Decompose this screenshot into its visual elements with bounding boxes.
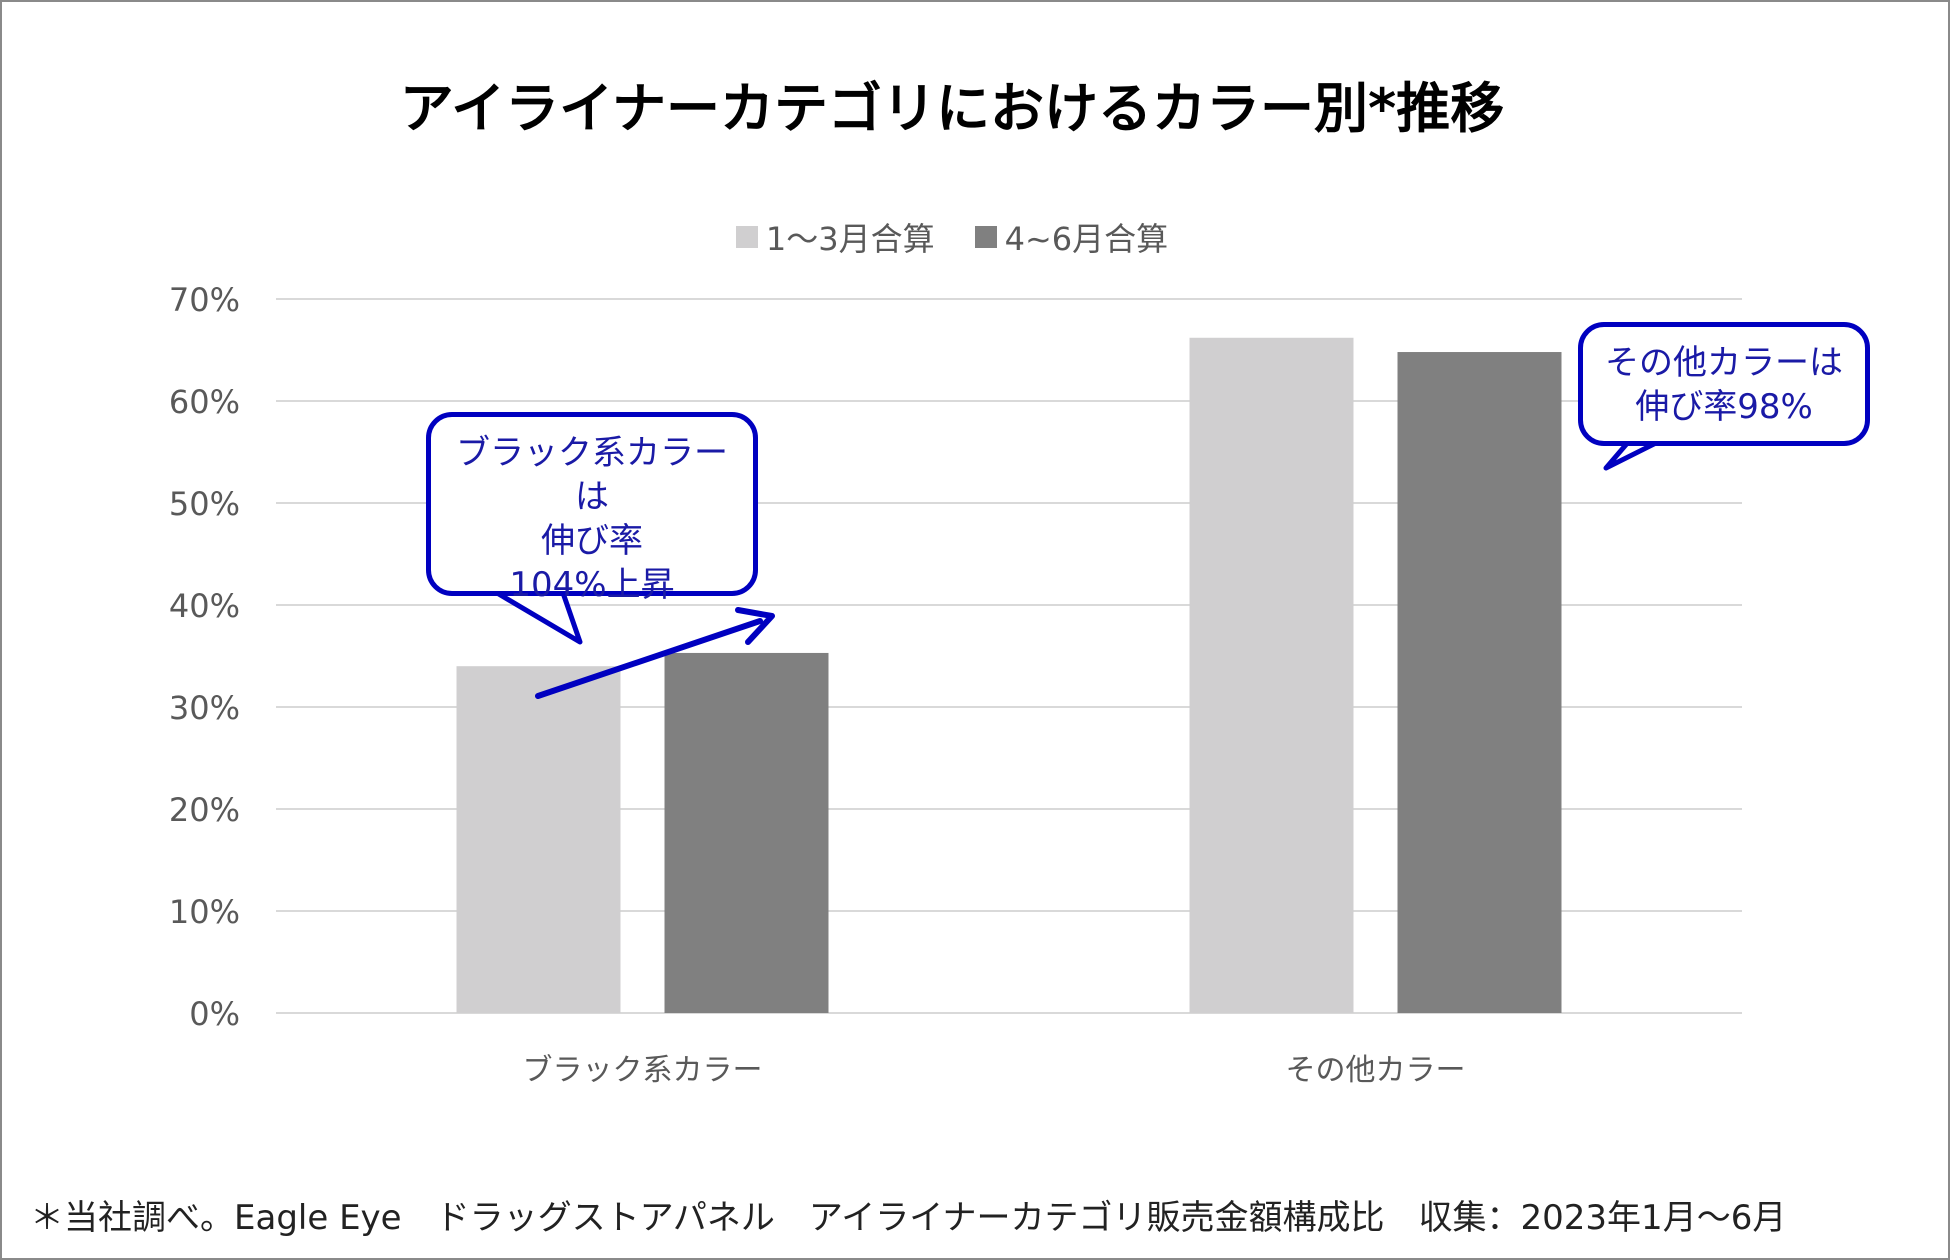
footnote: ＊当社調べ。Eagle Eye ドラッグストアパネル アイライナーカテゴリ販売金… (30, 1198, 1787, 1238)
legend: 1～3月合算 4~6月合算 (2, 214, 1902, 260)
y-tick-label: 30% (169, 689, 240, 727)
y-tick-label: 50% (169, 485, 240, 523)
growth-arrow-head (735, 607, 775, 645)
y-tick-label: 0% (189, 995, 240, 1033)
legend-label-series-1: 1～3月合算 (765, 220, 935, 258)
bar (456, 666, 621, 1013)
legend-label-series-2: 4~6月合算 (1004, 220, 1169, 258)
growth-arrow-shaft (535, 618, 763, 699)
y-tick-label: 70% (169, 281, 240, 319)
y-tick-label: 60% (169, 383, 240, 421)
x-category-label: その他カラー (1286, 1053, 1466, 1088)
y-tick-label: 40% (169, 587, 240, 625)
legend-swatch-series-2 (974, 226, 997, 248)
legend-item-series-2: 4~6月合算 (974, 214, 1169, 260)
callout-other: その他カラーは 伸び率98% (1578, 322, 1870, 446)
callout-other-line-2: 伸び率98% (1635, 387, 1813, 427)
callout-black: ブラック系カラーは 伸び率 104%上昇 (426, 412, 758, 605)
y-tick-label: 10% (169, 893, 240, 931)
chart-title: アイライナーカテゴリにおけるカラー別*推移 (399, 77, 1505, 140)
bar (664, 652, 829, 1013)
callout-black-line-1: ブラック系カラーは (456, 433, 728, 517)
x-category-label: ブラック系カラー (523, 1053, 763, 1088)
legend-item-series-1: 1～3月合算 (735, 214, 935, 260)
bar (1397, 352, 1562, 1013)
bar (1189, 337, 1354, 1013)
callout-black-line-2: 伸び率 (541, 521, 643, 561)
callout-other-line-1: その他カラーは (1605, 343, 1843, 383)
callout-black-line-3: 104%上昇 (509, 565, 675, 605)
y-tick-label: 20% (169, 791, 240, 829)
legend-swatch-series-1 (735, 226, 758, 248)
